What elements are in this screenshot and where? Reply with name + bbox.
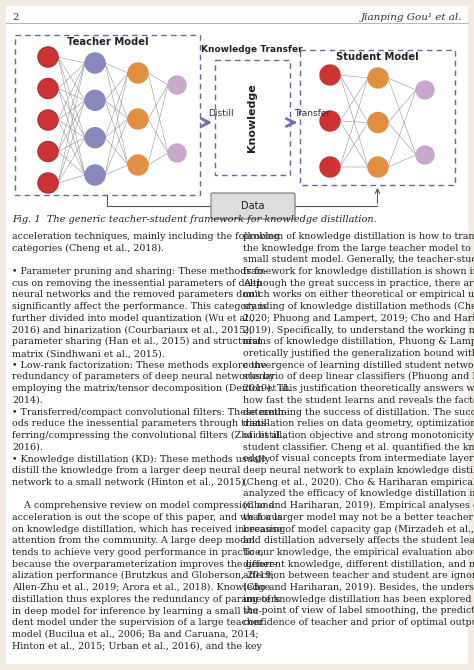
Text: 2: 2 <box>12 13 18 23</box>
Circle shape <box>416 146 434 164</box>
Circle shape <box>85 53 105 73</box>
Text: Student Model: Student Model <box>336 52 419 62</box>
Circle shape <box>416 81 434 99</box>
Circle shape <box>320 65 340 85</box>
Text: Data: Data <box>241 201 265 211</box>
Circle shape <box>168 76 186 94</box>
Circle shape <box>85 165 105 185</box>
Circle shape <box>85 90 105 111</box>
Circle shape <box>38 173 58 193</box>
Text: Fig. 1  The generic teacher-student framework for knowledge distillation.: Fig. 1 The generic teacher-student frame… <box>12 215 377 224</box>
Text: acceleration techniques, mainly including the following
categories (Cheng et al.: acceleration techniques, mainly includin… <box>12 232 291 651</box>
Text: Teacher Model: Teacher Model <box>67 37 148 47</box>
Circle shape <box>128 155 148 175</box>
Circle shape <box>368 157 388 177</box>
Circle shape <box>38 110 58 130</box>
Circle shape <box>38 47 58 67</box>
FancyBboxPatch shape <box>211 193 295 219</box>
Circle shape <box>38 78 58 98</box>
FancyBboxPatch shape <box>215 60 290 175</box>
Circle shape <box>85 128 105 147</box>
Circle shape <box>128 63 148 83</box>
Text: Knowledge Transfer: Knowledge Transfer <box>201 46 303 54</box>
Text: Transfer: Transfer <box>294 109 330 117</box>
Circle shape <box>128 109 148 129</box>
Circle shape <box>320 157 340 177</box>
Text: problem of knowledge distillation is how to transfer
the knowledge from the larg: problem of knowledge distillation is how… <box>243 232 474 627</box>
Text: Jianping Gou¹ et al.: Jianping Gou¹ et al. <box>361 13 462 23</box>
Text: Knowledge: Knowledge <box>247 83 257 152</box>
Circle shape <box>368 68 388 88</box>
Circle shape <box>320 111 340 131</box>
Circle shape <box>38 141 58 161</box>
Text: Distill: Distill <box>208 109 234 117</box>
Circle shape <box>368 113 388 133</box>
Circle shape <box>168 144 186 162</box>
